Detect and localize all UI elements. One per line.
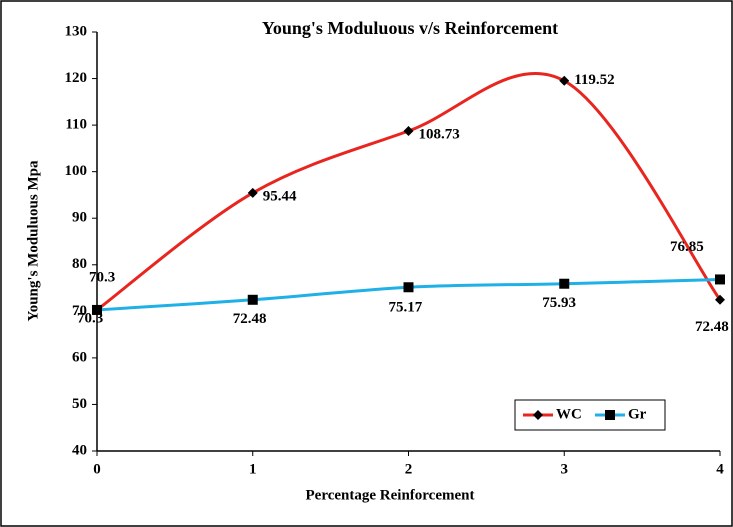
- diamond-marker: [559, 75, 570, 86]
- chart-title: Young's Moduluous v/s Reinforcement: [262, 18, 558, 38]
- y-tick-label: 100: [65, 163, 88, 179]
- series-line: [96, 72, 722, 312]
- y-tick-label: 50: [72, 396, 87, 412]
- y-axis-label: Young's Moduluous Mpa: [25, 160, 41, 321]
- legend-marker: [605, 410, 615, 420]
- y-tick-label: 70: [72, 303, 87, 319]
- diamond-marker: [715, 294, 725, 305]
- data-label: 119.52: [574, 72, 614, 88]
- square-marker: [403, 282, 414, 293]
- data-label: 75.93: [542, 295, 576, 311]
- x-tick-label: 0: [93, 461, 101, 477]
- data-label: 72.48: [695, 319, 729, 335]
- y-tick-label: 60: [72, 349, 87, 365]
- square-marker: [715, 274, 725, 285]
- square-marker: [92, 304, 102, 315]
- data-label: 108.73: [419, 126, 460, 142]
- data-label: 76.85: [670, 239, 704, 255]
- legend-marker: [533, 410, 543, 420]
- x-tick-label: 2: [405, 461, 413, 477]
- y-tick-label: 110: [65, 117, 87, 133]
- x-axis-label: Percentage Reinforcement: [306, 487, 475, 503]
- legend-label: Gr: [628, 406, 647, 422]
- diamond-marker: [403, 126, 414, 137]
- data-label: 95.44: [263, 188, 297, 204]
- data-label: 72.48: [233, 311, 267, 327]
- x-tick-label: 4: [716, 461, 724, 477]
- y-tick-label: 80: [72, 256, 87, 272]
- square-marker: [559, 278, 570, 289]
- data-label: 75.17: [389, 300, 423, 316]
- y-tick-label: 90: [72, 210, 87, 226]
- y-tick-label: 120: [65, 70, 88, 86]
- square-marker: [247, 294, 258, 305]
- diamond-marker: [247, 187, 258, 198]
- legend-label: WC: [556, 406, 582, 422]
- y-tick-label: 40: [72, 442, 87, 458]
- data-label: 70.3: [89, 269, 115, 285]
- x-tick-label: 1: [249, 461, 257, 477]
- x-tick-label: 3: [561, 461, 569, 477]
- data-label: 70.3: [77, 310, 103, 326]
- y-tick-label: 130: [65, 23, 88, 39]
